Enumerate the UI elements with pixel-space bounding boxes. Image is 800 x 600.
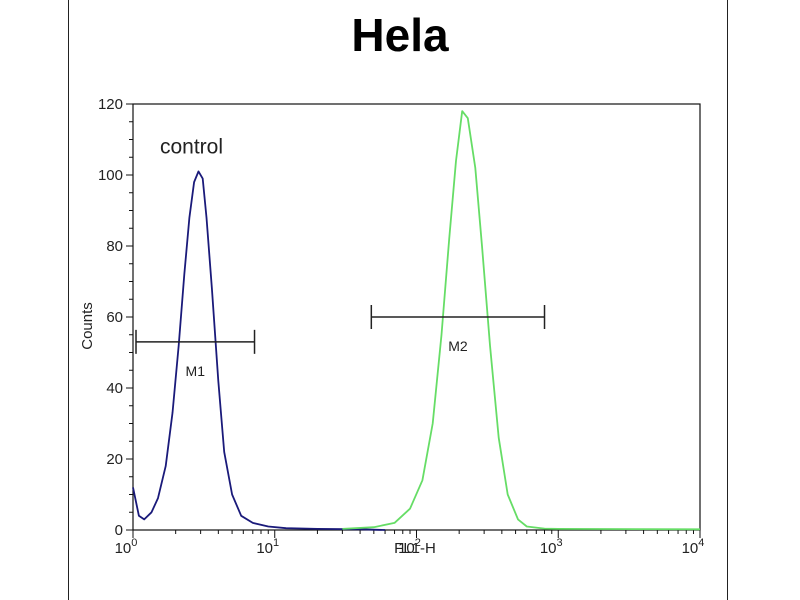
x-tick-exponent: 2 (415, 537, 421, 549)
x-axis-label: FL1-H (394, 540, 436, 557)
y-tick-label: 20 (106, 451, 123, 468)
chart-title: Hela (351, 9, 449, 61)
marker-label: M2 (448, 338, 468, 354)
x-tick-label: 101 (256, 537, 279, 557)
x-tick-exponent: 0 (131, 537, 137, 549)
x-tick-exponent: 4 (698, 537, 704, 549)
x-tick-label: 104 (682, 537, 705, 557)
y-tick-label: 120 (98, 96, 123, 113)
histogram-series-1 (132, 170, 386, 531)
x-tick-exponent: 3 (557, 537, 563, 549)
x-tick-label: 100 (115, 537, 138, 557)
y-tick-label: 100 (98, 167, 123, 184)
marker-layer: M1 M2 (135, 305, 546, 379)
histogram-series-2 (342, 110, 701, 531)
y-axis-label: Counts (79, 302, 96, 350)
series-layer (132, 110, 701, 531)
y-tick-label: 0 (115, 522, 123, 539)
marker-label: M1 (186, 363, 206, 379)
figure-frame (68, 0, 728, 600)
control-label: control (160, 136, 223, 159)
y-tick-label: 80 (106, 238, 123, 255)
x-tick-exponent: 1 (273, 537, 279, 549)
y-axis: 0 20 40 60 80 100 120 (98, 96, 133, 539)
y-tick-label: 40 (106, 380, 123, 397)
y-tick-label: 60 (106, 309, 123, 326)
x-tick-label: 103 (540, 537, 563, 557)
